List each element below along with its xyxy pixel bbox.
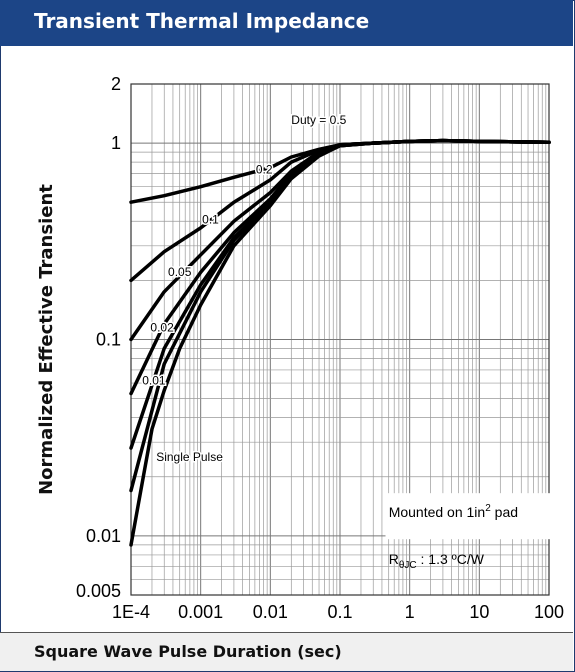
thermal-impedance-chart: 1E-4 0.001 0.01 0.1 1 10 100 0.005 0.01 0.1 1 2 Norm… xyxy=(36,74,566,622)
series-line xyxy=(129,138,551,547)
chart-header: Transient Thermal Impedance xyxy=(0,0,573,46)
x-axis-label: Square Wave Pulse Duration (sec) xyxy=(34,642,342,661)
series-label: Single Pulse xyxy=(156,450,223,464)
series-label: 0.01 xyxy=(142,374,166,388)
annotation-text: RθJC : 1.3 ºC/W xyxy=(389,551,485,571)
y-axis-title: Normalized Effective Transient xyxy=(36,184,57,495)
series-label: 0.2 xyxy=(256,163,273,177)
y-tick-label: 0.005 xyxy=(76,581,121,601)
x-tick-label: 0.001 xyxy=(178,602,223,622)
series-label: 0.05 xyxy=(168,265,192,279)
x-tick-label: 100 xyxy=(534,602,564,622)
x-tick-label: 1 xyxy=(405,602,415,622)
series-label: Duty = 0.5 xyxy=(291,113,346,127)
y-tick-label: 1 xyxy=(111,133,121,153)
chart-title: Transient Thermal Impedance xyxy=(34,9,370,33)
annotation-text: Mounted on 1in2 pad xyxy=(389,503,518,520)
x-tick-label: 0.1 xyxy=(327,602,352,622)
y-tick-label: 2 xyxy=(111,74,121,94)
x-tick-label: 10 xyxy=(469,602,489,622)
annotation-box xyxy=(385,493,566,540)
chart-footer: Square Wave Pulse Duration (sec) xyxy=(0,632,573,671)
y-tick-label: 0.1 xyxy=(96,330,121,350)
x-tick-label: 1E-4 xyxy=(112,602,150,622)
y-tick-label: 0.01 xyxy=(86,526,121,546)
series-label: 0.02 xyxy=(150,320,174,334)
series-label: 0.1 xyxy=(202,212,219,226)
x-tick-label: 0.01 xyxy=(253,602,288,622)
